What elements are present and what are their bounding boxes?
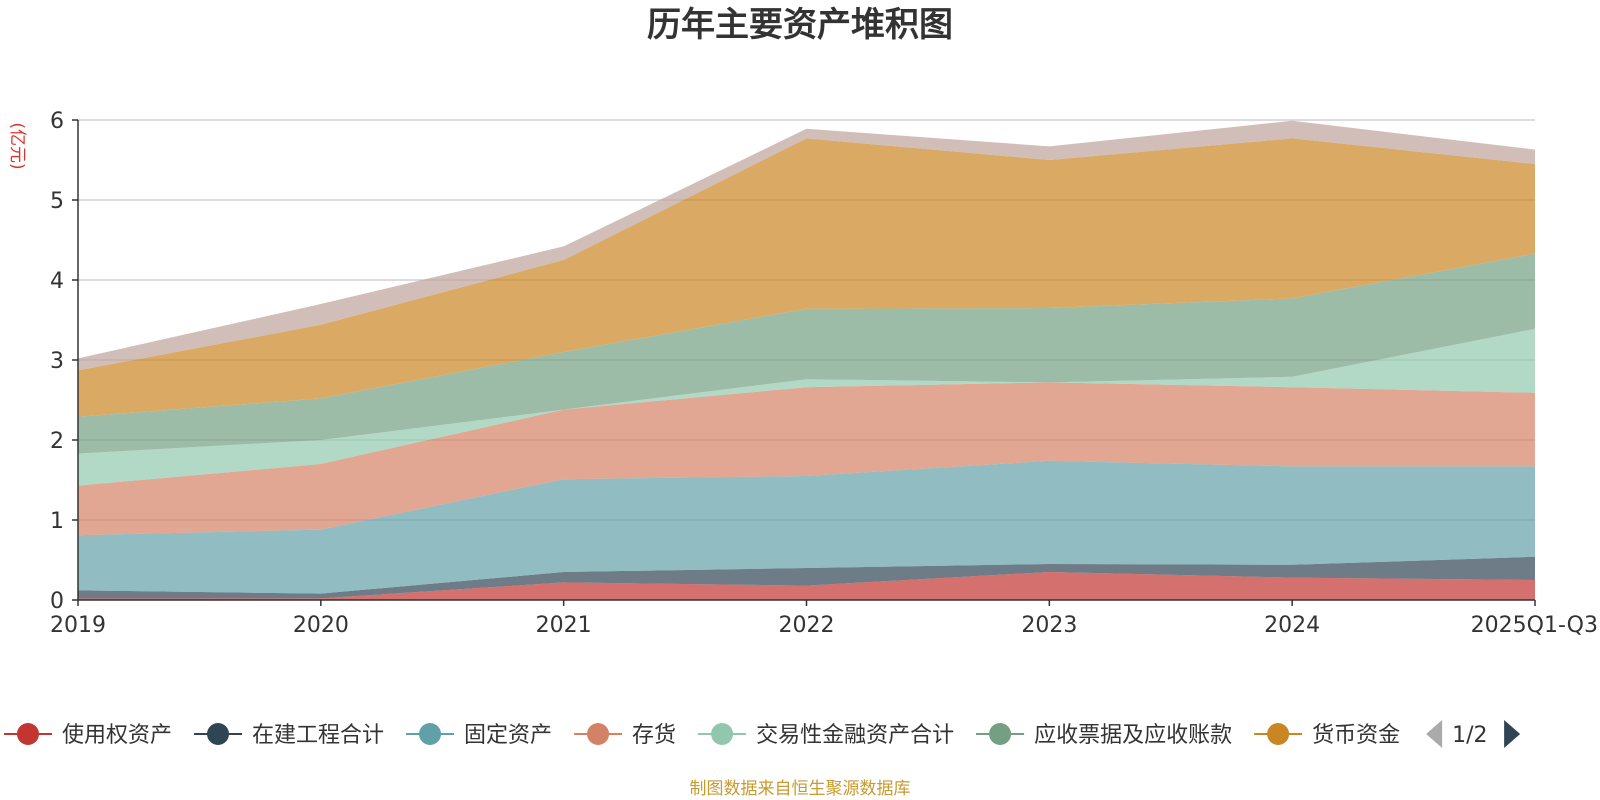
legend-next-page-icon[interactable] <box>1504 720 1521 748</box>
x-tick-label: 2019 <box>50 613 106 638</box>
y-tick-label: 4 <box>50 269 64 294</box>
legend-label: 交易性金融资产合计 <box>756 723 954 748</box>
legend-item[interactable]: 固定资产 <box>406 723 552 748</box>
y-tick-label: 5 <box>50 189 64 214</box>
x-tick-label: 2025Q1-Q3 <box>1471 613 1598 638</box>
legend-page-indicator: 1/2 <box>1452 723 1487 748</box>
area-series-7[interactable] <box>78 138 1535 417</box>
legend-item[interactable]: 应收票据及应收账款 <box>976 723 1232 748</box>
area-series-6[interactable] <box>78 253 1535 454</box>
y-tick-label: 3 <box>50 349 64 374</box>
legend-circle-marker <box>207 723 230 745</box>
area-series-4[interactable] <box>78 382 1535 536</box>
legend-label: 在建工程合计 <box>252 723 384 748</box>
legend-circle-marker <box>17 723 39 745</box>
chart-title: 历年主要资产堆积图 <box>647 5 953 45</box>
area-series-3[interactable] <box>78 460 1535 594</box>
legend-circle-marker <box>989 723 1012 745</box>
area-series-1[interactable] <box>78 572 1535 600</box>
y-tick-label: 2 <box>50 429 64 454</box>
legend-label: 使用权资产 <box>62 723 172 748</box>
y-tick-label: 6 <box>50 109 64 134</box>
legend-label: 存货 <box>632 723 676 748</box>
axes: 0 1 2 3 4 5 6 2019 2020 2021 2022 2023 2024 2025Q1-Q3 <box>50 109 1598 638</box>
area-series-2[interactable] <box>78 556 1535 599</box>
y-axis-unit-label: (亿元) <box>7 122 27 169</box>
x-tick-label: 2021 <box>536 613 592 638</box>
legend-circle-marker <box>711 723 734 745</box>
x-tick-label: 2023 <box>1021 613 1077 638</box>
legend-item[interactable]: 交易性金融资产合计 <box>698 723 954 748</box>
area-series-8[interactable] <box>78 120 1535 371</box>
legend-label: 应收票据及应收账款 <box>1034 723 1232 748</box>
x-tick-label: 2024 <box>1264 613 1320 638</box>
y-tick-label: 1 <box>50 509 64 534</box>
legend-circle-marker <box>587 723 610 745</box>
legend-item[interactable]: 使用权资产 <box>4 723 172 748</box>
area-series-group <box>78 120 1535 600</box>
legend-prev-page-icon[interactable] <box>1426 720 1443 748</box>
legend-item[interactable]: 存货 <box>574 723 676 748</box>
legend-label: 货币资金 <box>1312 723 1400 748</box>
legend-circle-marker <box>419 723 442 745</box>
x-tick-label: 2022 <box>779 613 835 638</box>
legend: 使用权资产 在建工程合计 固定资产 存货 交易性金融资产合计 应收票据及应收账款 货币资金 1… <box>4 720 1521 748</box>
y-tick-label: 0 <box>50 589 64 614</box>
legend-label: 固定资产 <box>464 723 552 748</box>
legend-item[interactable]: 货币资金 <box>1254 723 1400 748</box>
legend-item[interactable]: 在建工程合计 <box>194 723 384 748</box>
source-note: 制图数据来自恒生聚源数据库 <box>690 779 911 799</box>
legend-circle-marker <box>1267 723 1290 745</box>
area-series-5[interactable] <box>78 328 1535 486</box>
x-tick-label: 2020 <box>293 613 349 638</box>
